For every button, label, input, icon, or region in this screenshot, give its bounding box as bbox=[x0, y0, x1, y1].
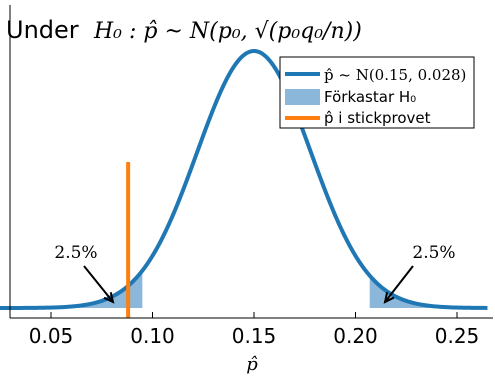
legend: p̂ ~ N(0.15, 0.028) Förkastar H₀ p̂ i st… bbox=[279, 56, 475, 129]
annotation-arrow-right bbox=[384, 265, 414, 303]
x-tick-label: 0.20 bbox=[333, 324, 378, 348]
annotation-arrow-left bbox=[83, 265, 114, 303]
chart-title-formula: H₀ : p̂ ~ N(p₀, √(p₀q₀/n)) bbox=[93, 19, 362, 44]
annotations: 2.5% 2.5% bbox=[54, 243, 456, 304]
distribution-curve bbox=[0, 49, 488, 310]
x-tick-label: 0.10 bbox=[130, 324, 175, 348]
x-tick-label: 0.15 bbox=[232, 324, 277, 348]
legend-label-curve: p̂ ~ N(0.15, 0.028) bbox=[324, 66, 466, 84]
x-axis-ticks: 0.05 0.10 0.15 0.20 0.25 bbox=[29, 312, 480, 348]
annotation-arrowhead-right bbox=[383, 292, 395, 304]
chart-title-prefix: Under bbox=[6, 16, 79, 44]
x-tick-label: 0.05 bbox=[29, 324, 74, 348]
annotation-left: 2.5% bbox=[54, 243, 97, 263]
legend-swatch-area bbox=[285, 89, 320, 105]
x-axis-label: p̂ bbox=[246, 354, 258, 375]
annotation-arrowhead-left bbox=[103, 292, 115, 304]
legend-label-area: Förkastar H₀ bbox=[324, 88, 416, 106]
legend-label-vline: p̂ i stickprovet bbox=[324, 109, 431, 127]
x-tick-label: 0.25 bbox=[435, 324, 480, 348]
annotation-right: 2.5% bbox=[412, 243, 455, 263]
